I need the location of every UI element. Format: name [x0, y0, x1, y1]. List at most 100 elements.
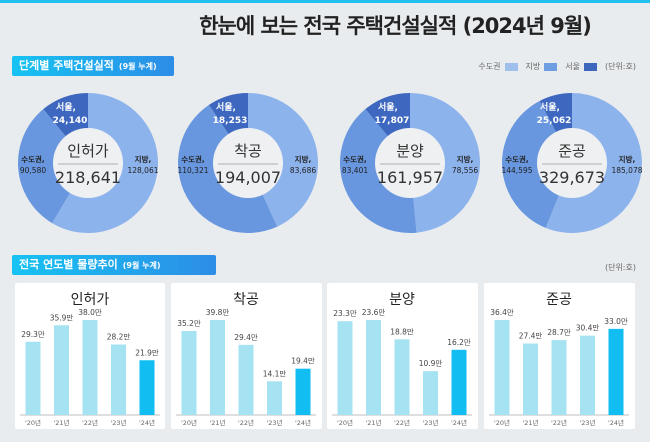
bar-value-label: 28.7만	[547, 328, 571, 337]
pie-value-jibang: 78,556	[452, 166, 478, 175]
pie-center	[375, 128, 445, 198]
pie-value-jibang: 128,061	[127, 166, 158, 175]
pie-slice-jibang	[410, 93, 481, 233]
pie-title: 분양	[396, 142, 424, 160]
bar	[54, 325, 69, 415]
legend-label: 서울	[565, 62, 580, 71]
bar	[451, 349, 467, 415]
pie-value-seoul: 24,140	[53, 116, 88, 126]
pie-slice-sudo	[502, 100, 572, 228]
bar	[494, 320, 510, 415]
pie-value-jibang: 185,078	[611, 166, 642, 175]
legend-swatch	[583, 62, 597, 71]
bar	[111, 344, 126, 415]
pie-value-seoul: 25,062	[537, 116, 572, 126]
bar-value-label: 23.3만	[333, 309, 357, 318]
bar-value-label: 21.9만	[135, 348, 159, 357]
section-header-yearly: 전국 연도별 물량추이 (9월 누계)	[12, 255, 216, 275]
legend-item: 서울	[565, 61, 597, 72]
pie-total: 218,641	[55, 168, 121, 187]
pie-label-seoul: 서울,	[378, 101, 398, 113]
bar	[238, 344, 254, 415]
bar-value-label: 38.0만	[78, 308, 102, 317]
bar	[608, 328, 624, 415]
bar-value-label: 35.2만	[177, 319, 201, 328]
bar-value-label: 10.9만	[419, 359, 443, 368]
bar-chart-title: 분양	[389, 292, 415, 308]
x-tick-label: '21년	[209, 418, 225, 427]
page-title: 한눈에 보는 전국 주택건설실적 (2024년 9월)	[199, 14, 592, 38]
bar-value-label: 23.6만	[362, 308, 386, 317]
pie-center	[213, 128, 283, 198]
x-tick-label: '21년	[53, 418, 69, 427]
bar-value-label: 33.0만	[604, 317, 628, 326]
pie-total: 329,673	[539, 168, 605, 187]
x-tick-label: '22년	[394, 418, 410, 427]
pie-label-jibang: 지방,	[295, 154, 312, 164]
pie-title: 인허가	[67, 142, 109, 160]
bar	[139, 360, 155, 415]
bar-value-label: 28.2만	[107, 333, 131, 342]
bar-value-label: 27.4만	[519, 331, 543, 340]
pie-slice-sudo	[17, 109, 88, 224]
bar	[337, 321, 353, 415]
pie-value-sudo: 110,321	[177, 166, 208, 175]
x-tick-label: '21년	[522, 418, 538, 427]
x-tick-label: '24년	[139, 418, 155, 427]
bar-value-label: 16.2만	[447, 338, 471, 347]
pie-title: 준공	[558, 142, 586, 160]
unit-label: (단위:호)	[604, 62, 636, 71]
bar-value-label: 29.3만	[21, 330, 45, 339]
section-sub: (9월 누계)	[122, 261, 161, 270]
x-tick-label: '23년	[266, 418, 282, 427]
pie-label-jibang: 지방,	[457, 154, 474, 164]
legend-swatch	[504, 62, 518, 71]
x-tick-label: '24년	[451, 418, 467, 427]
pie-center	[537, 128, 607, 198]
x-tick-label: '20년	[494, 418, 510, 427]
pie-title: 착공	[234, 142, 262, 160]
pie-label-jibang: 지방,	[135, 154, 152, 164]
pie-value-sudo: 83,401	[342, 166, 368, 175]
pie-label-sudo: 수도권,	[181, 154, 205, 164]
x-tick-label: '23년	[422, 418, 438, 427]
legend-swatch	[544, 62, 558, 71]
section-label: 단계별 주택건설실적	[19, 59, 114, 72]
legend-label: 수도권	[478, 62, 501, 71]
pie-label-seoul: 서울,	[216, 101, 236, 113]
top-accent-line	[0, 0, 650, 3]
legend-item: 수도권	[478, 61, 518, 72]
bar	[25, 341, 41, 415]
x-tick-label: '22년	[238, 418, 254, 427]
pie-value-jibang: 83,686	[290, 166, 316, 175]
bar-value-label: 19.4만	[291, 357, 315, 366]
bar-value-label: 39.8만	[206, 308, 230, 317]
bar	[82, 320, 98, 415]
bar	[267, 381, 282, 415]
pie-label-sudo: 수도권,	[21, 154, 45, 164]
x-tick-label: '23년	[110, 418, 126, 427]
section-header-stage: 단계별 주택건설실적 (9월 누계)	[12, 56, 174, 76]
bar-value-label: 36.4만	[490, 308, 514, 317]
x-tick-label: '22년	[551, 418, 567, 427]
bar	[580, 335, 595, 415]
pie-value-sudo: 144,595	[501, 166, 532, 175]
bar	[551, 340, 567, 415]
bar-value-label: 29.4만	[234, 333, 258, 342]
legend-item: 지방	[526, 61, 558, 72]
pie-label-seoul: 서울,	[56, 101, 76, 113]
pie-total: 194,007	[215, 168, 281, 187]
bar	[423, 371, 438, 415]
bar-value-label: 35.9만	[50, 313, 74, 322]
bar	[210, 320, 225, 415]
section-sub: (9월 누계)	[118, 62, 157, 71]
unit-label: (단위:호)	[604, 263, 636, 272]
pie-label-jibang: 지방,	[619, 154, 636, 164]
bar	[295, 368, 311, 415]
pie-label-seoul: 서울,	[540, 101, 560, 113]
bar-chart-title: 인허가	[71, 292, 110, 308]
legend-label: 지방	[525, 62, 541, 71]
bar-value-label: 30.4만	[576, 324, 600, 333]
x-tick-label: '20년	[181, 418, 197, 427]
